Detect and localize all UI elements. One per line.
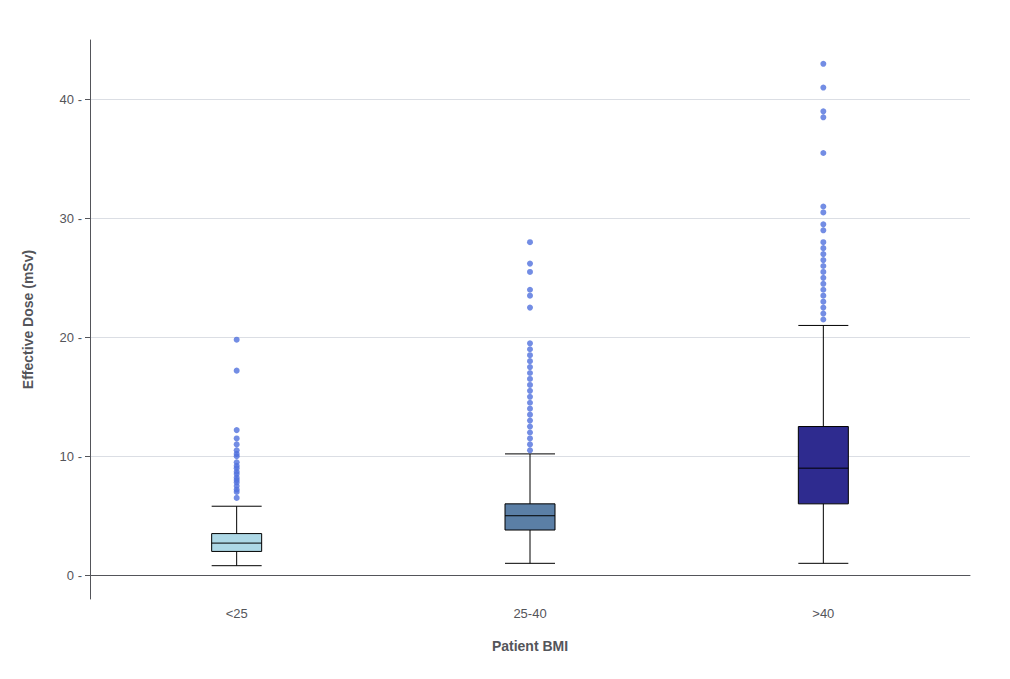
svg-text:20 -: 20 - xyxy=(60,330,82,345)
svg-text:<25: <25 xyxy=(226,606,248,621)
svg-text:40 -: 40 - xyxy=(60,92,82,107)
svg-text:Patient BMI: Patient BMI xyxy=(492,638,568,654)
svg-text:10 -: 10 - xyxy=(60,449,82,464)
svg-text:0 -: 0 - xyxy=(67,568,82,583)
svg-text:>40: >40 xyxy=(812,606,834,621)
svg-text:25-40: 25-40 xyxy=(513,606,546,621)
svg-text:30 -: 30 - xyxy=(60,211,82,226)
svg-text:Effective Dose (mSv): Effective Dose (mSv) xyxy=(20,250,36,389)
